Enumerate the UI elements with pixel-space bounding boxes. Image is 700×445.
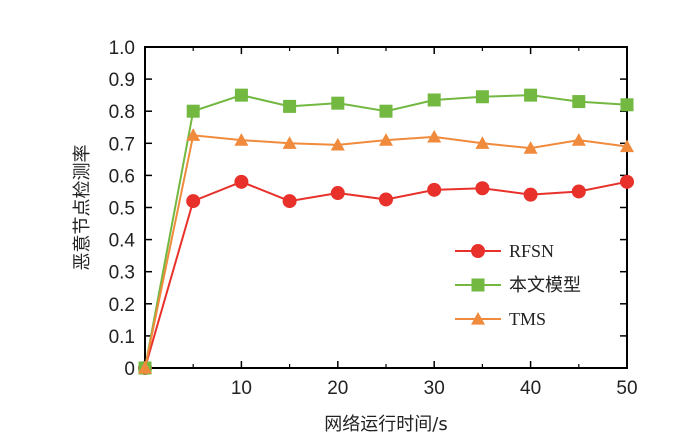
data-point (234, 133, 249, 146)
data-point (186, 194, 201, 209)
y-tick-label: 0.3 (109, 263, 135, 284)
data-point (620, 98, 634, 112)
data-point (330, 137, 345, 151)
legend: RFSN 本文模型 TMS (455, 241, 581, 329)
data-point (523, 187, 538, 202)
data-point (620, 174, 634, 189)
y-tick-label: 1.0 (109, 38, 135, 59)
data-point (572, 95, 586, 109)
data-point (427, 93, 441, 107)
data-point (379, 104, 393, 118)
data-point (427, 129, 442, 143)
y-tick-label: 0.1 (109, 327, 135, 348)
data-point (186, 104, 200, 118)
legend-marker (471, 312, 485, 325)
series-square (138, 88, 634, 375)
y-tick-label: 0 (124, 359, 135, 380)
y-tick-label: 0.8 (109, 102, 135, 123)
legend-marker (471, 278, 485, 292)
data-point (523, 141, 538, 154)
x-tick-label: 30 (424, 378, 445, 399)
series-line (144, 134, 628, 369)
y-tick-label: 0.4 (109, 231, 136, 252)
data-point (379, 133, 393, 146)
axes: 0 0.1 0.2 0.3 0.4 0.5 0.6 0.7 0.8 0.9 1.0 10 20 30 40 5… (109, 38, 638, 399)
y-tick-label: 0.5 (109, 199, 135, 220)
data-point (571, 184, 586, 199)
x-tick-label: 10 (231, 378, 252, 399)
x-tick-label: 40 (520, 378, 541, 399)
data-point (283, 99, 297, 113)
data-point (379, 192, 393, 207)
y-tick-label: 0.7 (109, 134, 135, 155)
legend-label: 本文模型 (509, 275, 581, 296)
legend-label: RFSN (509, 241, 554, 261)
y-tick-label: 0.9 (109, 70, 135, 91)
data-point (138, 361, 152, 374)
data-point (234, 88, 248, 102)
data-point (427, 182, 442, 197)
data-point (571, 133, 586, 146)
y-tick-label: 0.6 (109, 166, 135, 187)
data-point (524, 88, 538, 102)
plot-frame (144, 46, 628, 369)
series-layer (138, 88, 634, 375)
data-point (282, 194, 297, 209)
data-point (330, 186, 345, 201)
x-tick-label: 50 (616, 378, 637, 399)
data-point (475, 181, 490, 196)
x-axis-label: 网络运行时间/s (324, 414, 447, 435)
y-axis-label: 恶意节点检测率 (72, 145, 93, 271)
data-point (186, 128, 201, 141)
data-point (475, 90, 489, 104)
legend-marker (471, 244, 485, 258)
data-point (282, 136, 297, 149)
series-triangle (138, 128, 634, 374)
data-point (331, 96, 345, 110)
data-point (620, 139, 634, 153)
data-point (234, 174, 249, 189)
legend-label: TMS (509, 309, 546, 329)
y-tick-label: 0.2 (109, 295, 135, 316)
x-tick-label: 20 (327, 378, 348, 399)
data-point (475, 136, 490, 149)
